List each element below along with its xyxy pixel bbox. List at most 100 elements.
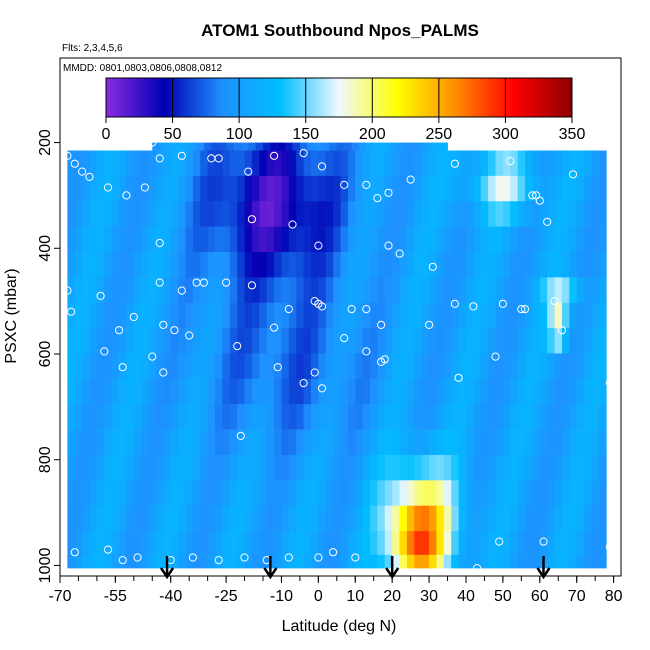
heatmap-cell: [480, 554, 489, 569]
colorbar-tick-label: 200: [359, 126, 386, 143]
heatmap-cell: [436, 353, 445, 380]
heatmap-cell: [296, 404, 304, 430]
colorbar-tick-label: 350: [559, 126, 586, 143]
heatmap-cell: [377, 175, 386, 202]
heatmap-cell: [274, 505, 282, 532]
heatmap-cell: [111, 175, 120, 202]
heatmap-cell: [333, 201, 341, 227]
heatmap-cell: [377, 480, 386, 506]
heatmap-cell: [495, 353, 504, 380]
heatmap-cell: [333, 328, 341, 354]
heatmap-cell: [133, 175, 142, 202]
sample-point: [214, 154, 223, 163]
heatmap-cell: [303, 251, 312, 278]
heatmap-cell: [303, 277, 312, 304]
heatmap-cell: [355, 201, 364, 227]
sample-point: [70, 159, 79, 168]
heatmap-cell: [473, 175, 482, 202]
heatmap-cell: [296, 175, 304, 202]
heatmap-cell: [281, 175, 290, 202]
heatmap-cell: [333, 480, 341, 506]
heatmap-cell: [451, 404, 459, 430]
heatmap-cell: [362, 277, 371, 304]
heatmap-cell: [458, 277, 467, 304]
heatmap-cell: [133, 150, 142, 177]
heatmap-cell: [347, 226, 356, 253]
heatmap-cell: [495, 480, 504, 506]
sample-point: [177, 151, 186, 160]
heatmap-cell: [495, 277, 504, 304]
heatmap-cell: [215, 454, 223, 481]
heatmap-cell: [266, 454, 275, 481]
heatmap-cell: [510, 404, 519, 430]
sample-point: [450, 159, 459, 168]
heatmap-cell: [192, 302, 201, 329]
heatmap-cell: [561, 277, 570, 304]
heatmap-cell: [274, 328, 282, 354]
sample-point: [539, 537, 548, 546]
heatmap-cell: [74, 378, 83, 405]
heatmap-cell: [532, 505, 541, 532]
heatmap-cell: [215, 277, 223, 304]
heatmap-cell: [133, 404, 142, 430]
heatmap-cell: [215, 505, 223, 532]
x-tick-label: 60: [531, 588, 549, 605]
heatmap-cell: [325, 454, 334, 481]
heatmap-cell: [222, 404, 231, 430]
heatmap-cell: [502, 251, 511, 278]
heatmap-cell: [266, 404, 275, 430]
heatmap-cell: [207, 353, 216, 380]
heatmap-cell: [443, 554, 452, 569]
heatmap-cell: [443, 201, 452, 227]
heatmap-cell: [591, 505, 600, 532]
heatmap-cell: [325, 251, 334, 278]
heatmap-cell: [82, 150, 90, 177]
heatmap-cell: [547, 454, 555, 481]
heatmap-cell: [155, 404, 164, 430]
heatmap-cell: [148, 175, 157, 202]
heatmap-cell: [296, 226, 304, 253]
heatmap-cell: [547, 302, 555, 329]
heatmap-cell: [244, 353, 253, 380]
heatmap-cell: [488, 531, 496, 557]
heatmap-cell: [443, 277, 452, 304]
heatmap-cell: [584, 429, 592, 456]
heatmap-cell: [67, 251, 76, 278]
heatmap-cell: [310, 505, 319, 532]
heatmap-cell: [436, 454, 445, 481]
sample-point: [384, 188, 393, 197]
heatmap-cell: [126, 277, 135, 304]
heatmap-cell: [451, 531, 459, 557]
heatmap-cell: [429, 505, 437, 532]
heatmap-cell: [178, 251, 186, 278]
heatmap-cell: [222, 480, 231, 506]
heatmap-cell: [510, 454, 519, 481]
heatmap-cell: [215, 302, 223, 329]
heatmap-cell: [163, 378, 172, 405]
heatmap-cell: [458, 454, 467, 481]
heatmap-cell: [74, 201, 83, 227]
sample-point: [67, 307, 76, 316]
heatmap-cell: [443, 226, 452, 253]
heatmap-cell: [244, 404, 253, 430]
heatmap-cell: [141, 201, 149, 227]
heatmap-cell: [370, 277, 378, 304]
heatmap-cell: [347, 404, 356, 430]
sample-point: [236, 431, 245, 440]
heatmap-cell: [406, 226, 415, 253]
heatmap-cell: [547, 429, 555, 456]
heatmap-cell: [414, 505, 423, 532]
heatmap-cell: [155, 175, 164, 202]
heatmap-cell: [495, 404, 504, 430]
heatmap-cell: [318, 175, 327, 202]
heatmap-cell: [89, 554, 98, 569]
heatmap-cell: [141, 480, 149, 506]
heatmap-cell: [539, 429, 548, 456]
colorbar-dividers: [172, 78, 506, 117]
heatmap-cell: [340, 531, 349, 557]
heatmap-cell: [207, 302, 216, 329]
heatmap-cell: [296, 378, 304, 405]
heatmap-cell: [82, 226, 90, 253]
heatmap-cell: [554, 175, 563, 202]
heatmap-cell: [119, 404, 127, 430]
